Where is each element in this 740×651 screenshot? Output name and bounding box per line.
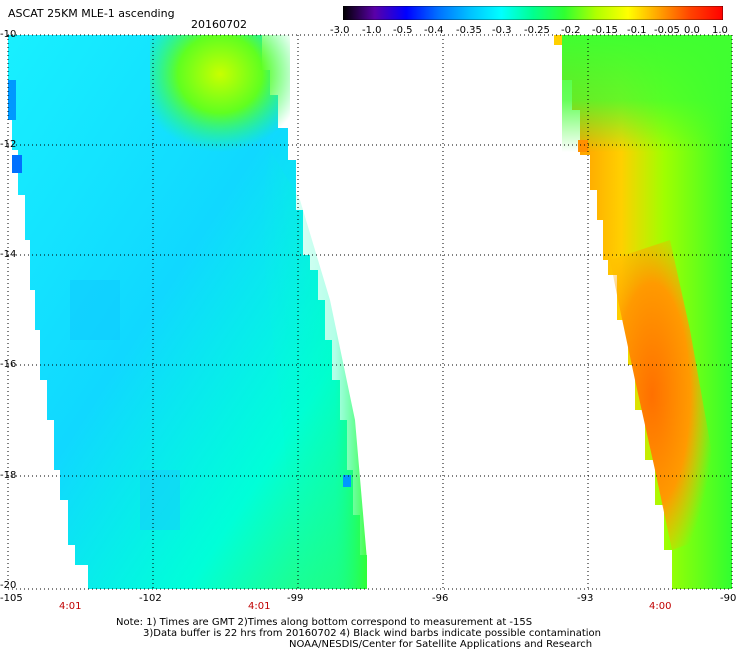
time-label: 4:00 (649, 601, 672, 612)
time-label: 4:01 (248, 601, 271, 612)
lon-label: -102 (139, 593, 162, 604)
colorbar-label: -0.35 (456, 25, 482, 36)
lon-label: -93 (577, 593, 594, 604)
colorbar-label: -3.0 (330, 25, 350, 36)
colorbar-label: -0.2 (561, 25, 581, 36)
lat-label: -16 (0, 359, 17, 370)
map-title: ASCAT 25KM MLE-1 ascending (8, 7, 175, 20)
note-line-1: Note: 1) Times are GMT 2)Times along bot… (116, 617, 533, 628)
lat-label: -10 (0, 29, 17, 40)
colorbar-label: -0.15 (592, 25, 618, 36)
colorbar-gradient (343, 6, 723, 20)
lat-label: -18 (0, 470, 17, 481)
colorbar-label: 0.0 (684, 25, 700, 36)
colorbar-label: -0.5 (393, 25, 413, 36)
map-date: 20160702 (191, 18, 247, 31)
colorbar-label: 1.0 (712, 25, 728, 36)
lat-label: -12 (0, 139, 17, 150)
note-line-3: NOAA/NESDIS/Center for Satellite Applica… (289, 639, 593, 650)
lat-label: -20 (0, 580, 17, 591)
note-line-2: 3)Data buffer is 22 hrs from 20160702 4)… (143, 628, 601, 639)
colorbar-label: -0.4 (424, 25, 444, 36)
colorbar-label: -0.05 (654, 25, 680, 36)
lon-label: -96 (432, 593, 449, 604)
colorbar-label: -0.3 (492, 25, 512, 36)
lat-label: -14 (0, 249, 17, 260)
colorbar-label: -0.25 (524, 25, 550, 36)
lon-label: -90 (720, 593, 737, 604)
colorbar (343, 6, 723, 20)
time-label: 4:01 (59, 601, 82, 612)
colorbar-label: -0.1 (627, 25, 647, 36)
lon-label: -105 (0, 593, 23, 604)
grid (7, 34, 733, 590)
right-swath (554, 35, 732, 589)
lon-label: -99 (287, 593, 304, 604)
left-swath (8, 35, 367, 589)
colorbar-label: -1.0 (362, 25, 382, 36)
